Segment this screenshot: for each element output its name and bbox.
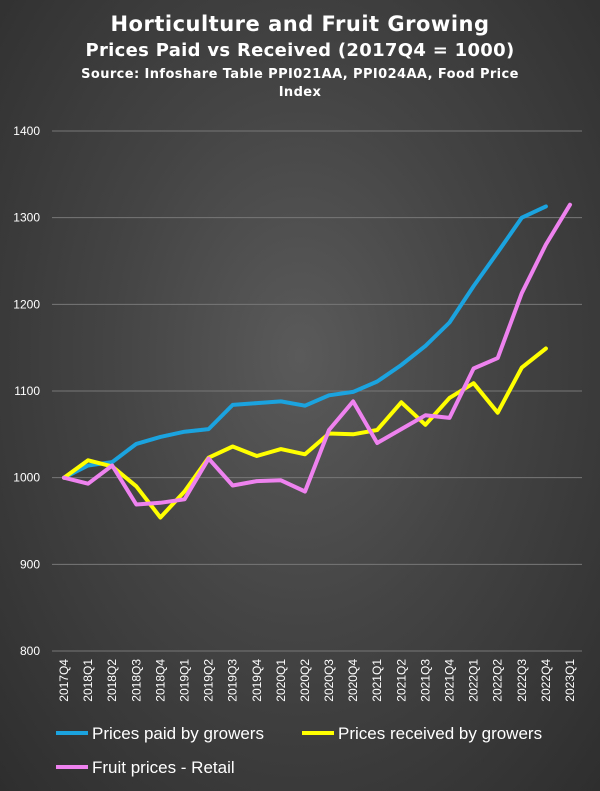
x-tick-label: 2020Q3 [322, 659, 336, 702]
x-tick-label: 2023Q1 [563, 659, 577, 702]
x-tick-label: 2022Q3 [515, 659, 529, 702]
legend-swatch-received [302, 730, 334, 735]
series-line-retail [62, 202, 572, 507]
y-tick-label: 800 [20, 644, 40, 658]
x-tick-label: 2018Q4 [153, 659, 167, 702]
y-axis-ticks: 800 900 1000 1100 1200 1300 1400 [13, 124, 40, 658]
x-tick-label: 2022Q2 [491, 659, 505, 702]
x-tick-label: 2018Q3 [129, 659, 143, 702]
legend-swatch-paid [56, 730, 88, 735]
x-tick-label: 2017Q4 [57, 659, 71, 702]
y-tick-label: 1200 [13, 297, 40, 311]
x-tick-label: 2020Q2 [298, 659, 312, 702]
x-tick-label: 2018Q2 [105, 659, 119, 702]
legend-label-paid: Prices paid by growers [92, 724, 264, 743]
legend-item-paid: Prices paid by growers [56, 724, 264, 744]
x-tick-label: 2021Q1 [370, 659, 384, 702]
x-tick-label: 2022Q1 [467, 659, 481, 702]
legend-swatch-retail [56, 764, 88, 769]
series-lines [62, 202, 572, 520]
chart-source: Source: Infoshare Table PPI021AA, PPI024… [81, 67, 519, 100]
x-axis-ticks: 2017Q4 2018Q1 2018Q2 2018Q3 2018Q4 2019Q1 2019… [57, 659, 577, 702]
y-tick-label: 900 [20, 557, 40, 571]
y-tick-label: 1000 [13, 471, 40, 485]
x-tick-label: 2020Q1 [274, 659, 288, 702]
legend-item-retail: Fruit prices - Retail [56, 758, 235, 778]
x-tick-label: 2021Q3 [418, 659, 432, 702]
chart-subtitle: Prices Paid vs Received (2017Q4 = 1000) [85, 40, 515, 61]
x-tick-label: 2021Q4 [443, 659, 457, 702]
series-line-paid [62, 204, 548, 480]
x-tick-label: 2021Q2 [394, 659, 408, 702]
x-tick-label: 2019Q1 [178, 659, 192, 702]
x-tick-label: 2022Q4 [539, 659, 553, 702]
x-tick-label: 2019Q2 [202, 659, 216, 702]
y-tick-label: 1400 [13, 124, 40, 138]
y-tick-label: 1300 [13, 211, 40, 225]
x-tick-label: 2020Q4 [346, 659, 360, 702]
x-tick-label: 2018Q1 [81, 659, 95, 702]
legend-label-received: Prices received by growers [338, 724, 543, 743]
x-tick-label: 2019Q4 [250, 659, 264, 702]
chart-title: Horticulture and Fruit Growing [110, 12, 490, 36]
x-tick-label: 2019Q3 [226, 659, 240, 702]
gridlines [52, 130, 582, 652]
legend-label-retail: Fruit prices - Retail [92, 758, 235, 777]
legend-item-received: Prices received by growers [302, 724, 542, 744]
y-tick-label: 1100 [14, 384, 40, 398]
